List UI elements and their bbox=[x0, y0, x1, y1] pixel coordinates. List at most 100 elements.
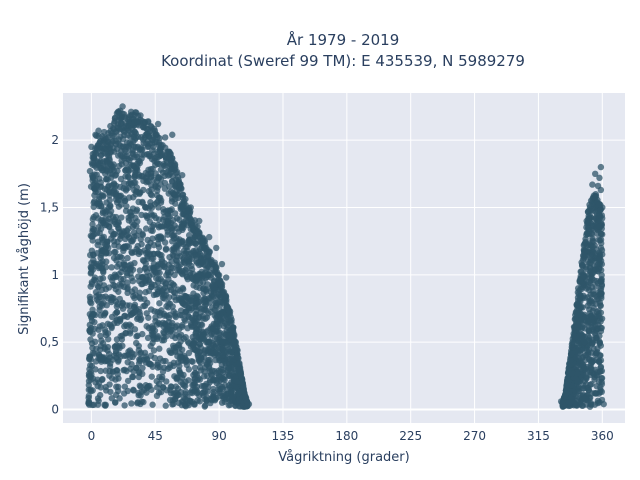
data-point bbox=[91, 177, 99, 184]
data-point bbox=[590, 249, 597, 256]
data-point bbox=[114, 167, 121, 175]
data-point bbox=[128, 400, 135, 407]
data-point bbox=[108, 313, 116, 321]
data-point bbox=[588, 366, 595, 373]
data-point bbox=[188, 357, 195, 365]
data-point bbox=[598, 222, 605, 229]
data-point bbox=[189, 218, 196, 226]
data-point bbox=[115, 375, 122, 382]
data-point bbox=[106, 211, 114, 218]
data-point bbox=[94, 161, 101, 168]
data-point bbox=[135, 112, 142, 120]
data-point bbox=[97, 367, 104, 375]
data-point bbox=[235, 355, 242, 362]
data-point bbox=[127, 108, 135, 116]
data-point bbox=[134, 399, 141, 406]
data-point bbox=[128, 274, 135, 281]
data-point bbox=[123, 271, 131, 279]
data-point bbox=[124, 377, 132, 385]
data-point bbox=[169, 131, 176, 138]
data-point bbox=[188, 322, 195, 329]
data-point bbox=[95, 291, 102, 298]
data-point bbox=[107, 174, 115, 181]
data-point bbox=[201, 364, 209, 371]
data-point bbox=[114, 387, 122, 395]
data-point bbox=[567, 350, 575, 358]
data-point bbox=[178, 224, 186, 231]
data-point bbox=[105, 244, 112, 251]
data-point bbox=[586, 212, 594, 219]
data-point bbox=[89, 221, 96, 228]
data-point bbox=[160, 286, 167, 293]
data-point bbox=[595, 358, 603, 365]
data-point bbox=[192, 300, 200, 308]
data-point bbox=[184, 247, 191, 255]
data-point bbox=[198, 321, 206, 329]
data-point bbox=[101, 326, 109, 333]
data-point bbox=[176, 362, 183, 370]
data-point bbox=[156, 373, 163, 381]
data-point bbox=[179, 171, 186, 179]
data-point bbox=[570, 330, 577, 337]
data-point bbox=[157, 388, 165, 396]
data-point bbox=[232, 339, 240, 346]
data-point bbox=[135, 360, 143, 367]
data-point bbox=[131, 259, 138, 267]
data-point bbox=[143, 273, 150, 280]
data-point bbox=[579, 361, 587, 369]
data-point bbox=[594, 280, 602, 287]
data-point bbox=[102, 207, 109, 214]
data-point bbox=[596, 212, 603, 219]
data-point bbox=[586, 259, 593, 267]
data-point bbox=[586, 297, 593, 304]
data-point bbox=[172, 200, 179, 207]
data-point bbox=[206, 356, 213, 364]
data-point bbox=[127, 180, 134, 187]
data-point bbox=[142, 279, 149, 287]
data-point bbox=[154, 334, 161, 341]
y-axis-title: Signifikant våghöjd (m) bbox=[17, 183, 32, 335]
data-point bbox=[116, 395, 123, 402]
data-point bbox=[112, 350, 120, 357]
data-point bbox=[591, 193, 599, 201]
data-point bbox=[219, 352, 227, 359]
data-point bbox=[181, 259, 189, 267]
data-point bbox=[217, 311, 224, 318]
data-point bbox=[155, 261, 162, 268]
data-point bbox=[194, 223, 201, 230]
data-point bbox=[128, 248, 135, 256]
data-point bbox=[131, 294, 138, 302]
data-point bbox=[140, 302, 147, 310]
data-point bbox=[156, 300, 163, 307]
data-point bbox=[586, 201, 593, 208]
data-point bbox=[588, 341, 596, 348]
data-point bbox=[94, 283, 101, 290]
data-point bbox=[588, 360, 595, 367]
data-point bbox=[192, 325, 200, 333]
data-point bbox=[598, 260, 606, 268]
data-point bbox=[154, 120, 162, 128]
data-point bbox=[147, 166, 154, 173]
data-point bbox=[597, 240, 605, 247]
data-point bbox=[128, 288, 136, 295]
data-point bbox=[119, 342, 126, 350]
data-point bbox=[161, 185, 169, 192]
data-point bbox=[124, 166, 131, 173]
data-point bbox=[207, 325, 214, 332]
data-point bbox=[196, 340, 203, 348]
data-point bbox=[120, 367, 127, 374]
data-point bbox=[584, 302, 591, 309]
data-point bbox=[191, 400, 198, 408]
data-point bbox=[216, 388, 223, 395]
data-point bbox=[107, 388, 114, 396]
x-tick-label: 315 bbox=[527, 429, 550, 443]
data-point bbox=[165, 328, 172, 335]
data-point bbox=[159, 337, 166, 344]
data-point bbox=[159, 278, 167, 285]
data-point bbox=[127, 133, 134, 140]
data-point bbox=[561, 392, 569, 399]
data-point bbox=[178, 185, 185, 192]
data-point bbox=[154, 184, 161, 191]
data-point bbox=[196, 398, 203, 405]
